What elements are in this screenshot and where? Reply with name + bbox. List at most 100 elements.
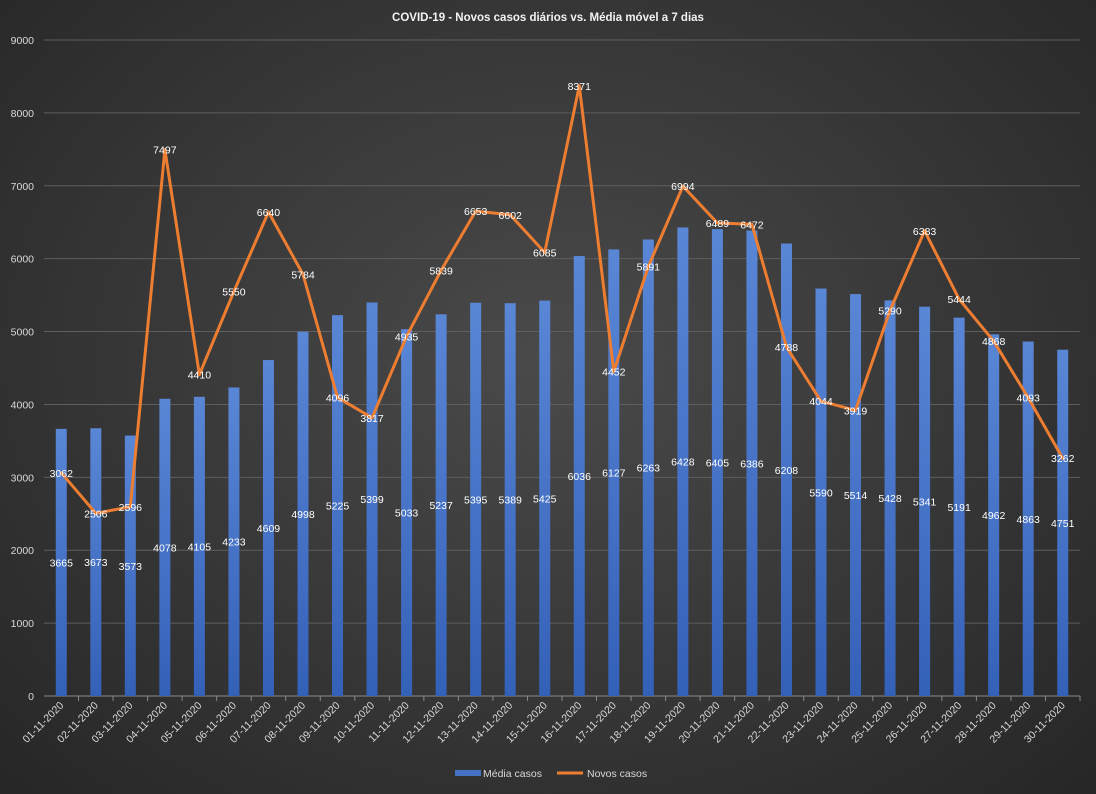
line-data-label: 3262 (1051, 453, 1075, 465)
line-data-label: 5290 (878, 305, 902, 317)
line-data-labels: 3062 2506 2596 7497 4410 5550 6640 5784 4096 3817… (50, 81, 1075, 520)
line-data-label: 4410 (188, 370, 212, 382)
bar (55, 428, 67, 696)
bar (159, 398, 171, 696)
line-point (197, 373, 201, 377)
line-data-label: 2506 (84, 508, 108, 520)
bar-data-label: 4105 (188, 541, 212, 553)
bar-data-label: 6208 (775, 465, 799, 477)
line-point (94, 511, 98, 515)
bar (711, 229, 723, 696)
bar-data-label: 5191 (947, 502, 971, 514)
line-point (508, 213, 512, 217)
line-point (128, 505, 132, 509)
line-point (612, 369, 616, 373)
line-point (59, 471, 63, 475)
line-point (1026, 396, 1030, 400)
bar-series (55, 227, 1069, 696)
line-point (543, 250, 547, 254)
bar (1022, 341, 1034, 696)
y-tick-label: 8000 (11, 108, 35, 120)
line-data-label: 6994 (671, 181, 695, 193)
line-data-label: 3817 (360, 413, 384, 425)
bar (746, 230, 758, 696)
bar-data-label: 6127 (602, 468, 626, 480)
line-data-label: 6602 (499, 210, 523, 222)
y-tick-label: 6000 (11, 254, 35, 266)
line-point (715, 221, 719, 225)
line-data-label: 4868 (982, 336, 1006, 348)
line-point (819, 399, 823, 403)
bar-data-label: 5225 (326, 501, 350, 513)
bar-data-label: 6263 (637, 463, 661, 475)
line-data-label: 6085 (533, 247, 557, 259)
bar-data-label: 3673 (84, 557, 108, 569)
legend: Média casos Novos casos (455, 768, 647, 780)
line-series-path (59, 84, 1065, 515)
line-point (923, 229, 927, 233)
y-tick-label: 9000 (11, 35, 35, 47)
bar-data-label: 5033 (395, 508, 419, 520)
bar-data-label: 5590 (809, 487, 833, 499)
line-data-label: 3919 (844, 405, 868, 417)
line-data-label: 5550 (222, 286, 246, 298)
bar (573, 256, 585, 696)
line-point (370, 416, 374, 420)
bar (815, 288, 827, 696)
bar-data-label: 5399 (360, 494, 384, 506)
line-data-label: 6383 (913, 226, 937, 238)
line-point (405, 334, 409, 338)
line-point (474, 209, 478, 213)
line-point (646, 265, 650, 269)
line-data-label: 7497 (153, 145, 177, 157)
line-data-label: 4093 (1017, 393, 1041, 405)
line-point (232, 289, 236, 293)
bar-data-labels: 3665 3673 3573 4078 4105 4233 4609 4998 5225 5399… (50, 457, 1075, 573)
line-point (750, 222, 754, 226)
line-point (854, 408, 858, 412)
y-tick-label: 3000 (11, 472, 35, 484)
bar (401, 329, 413, 696)
y-tick-label: 0 (28, 691, 34, 703)
line-point (992, 339, 996, 343)
line-data-label: 5839 (429, 265, 453, 277)
bar-data-label: 6386 (740, 458, 764, 470)
bar (608, 249, 620, 696)
y-tick-label: 7000 (11, 181, 35, 193)
line-data-label: 4788 (775, 342, 799, 354)
y-tick-label: 5000 (11, 327, 35, 339)
line-data-label: 6472 (740, 219, 764, 231)
bar (228, 387, 240, 696)
bar-data-label: 5425 (533, 493, 557, 505)
legend-label-line: Novos casos (587, 768, 647, 780)
y-tick-label: 2000 (11, 545, 35, 557)
y-tick-label: 1000 (11, 618, 35, 630)
bar-data-label: 4233 (222, 537, 246, 549)
line-point (266, 210, 270, 214)
chart-title: COVID-19 - Novos casos diários vs. Média… (392, 12, 704, 24)
bar (850, 294, 862, 696)
line-data-label: 8371 (568, 81, 592, 93)
bar (642, 239, 654, 696)
y-axis: 0 1000 2000 3000 4000 5000 6000 7000 8000 9000 (11, 35, 35, 703)
line-data-label: 5444 (947, 294, 971, 306)
line-data-label: 3062 (50, 468, 74, 480)
line-point (163, 148, 167, 152)
line-data-label: 4044 (809, 396, 833, 408)
bar (884, 300, 896, 696)
line-data-label: 4935 (395, 331, 419, 343)
bar-data-label: 4078 (153, 542, 177, 554)
line-data-label: 4452 (602, 366, 626, 378)
bar (919, 306, 931, 696)
x-axis: 01-11-202002-11-202003-11-202004-11-2020… (20, 696, 1081, 746)
line-point (336, 395, 340, 399)
line-data-label: 6489 (706, 218, 730, 230)
bar (677, 227, 689, 696)
bar (297, 331, 309, 696)
bar (504, 303, 516, 696)
line-point (784, 345, 788, 349)
bar (1057, 349, 1069, 696)
bar-data-label: 3665 (50, 557, 74, 569)
line-point (1061, 456, 1065, 460)
